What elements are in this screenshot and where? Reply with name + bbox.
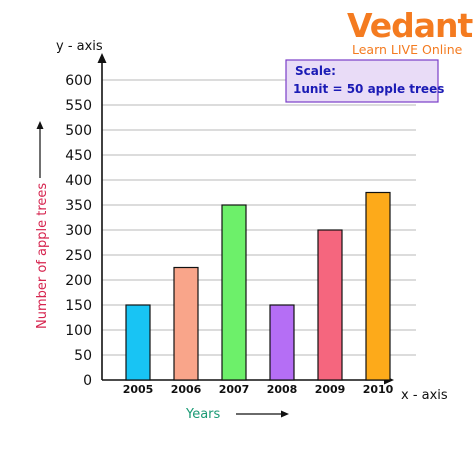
y-tick-label: 350	[65, 198, 92, 214]
bar-2005	[125, 304, 151, 381]
bar-2007	[221, 204, 247, 381]
y-axis-arrow-icon	[97, 53, 107, 63]
x-axis-title: Years	[185, 407, 289, 422]
y-tick-labels: 0 50 100 150 200 250 300 350 400 450 500 550 600	[65, 73, 92, 389]
vedantu-logo: Vedantu Learn LIVE Online	[347, 6, 474, 57]
x-tick-labels: 2005 2006 2007 2008 2009 2010	[123, 383, 394, 396]
y-tick-label: 300	[65, 223, 92, 239]
bars	[125, 191, 391, 381]
y-label-arrow-icon	[36, 121, 44, 129]
y-tick-label: 50	[74, 348, 92, 364]
y-tick-label: 100	[65, 323, 92, 339]
logo-wordmark: Vedantu	[347, 6, 474, 45]
x-tick-label: 2010	[363, 383, 394, 396]
y-axis-name: y - axis	[56, 39, 103, 54]
bar-2009	[317, 229, 343, 381]
bar-2010	[365, 191, 391, 381]
x-tick-label: 2005	[123, 383, 154, 396]
scale-box-bg	[285, 59, 439, 103]
x-axis-label: Years	[185, 407, 221, 422]
gridlines	[102, 79, 416, 356]
scale-box: Scale: 1unit = 50 apple trees	[285, 59, 444, 103]
y-tick-label: 150	[65, 298, 92, 314]
y-tick-label: 400	[65, 173, 92, 189]
y-tick-label: 450	[65, 148, 92, 164]
logo-tagline: Learn LIVE Online	[352, 42, 463, 57]
x-label-arrow-icon	[281, 410, 289, 418]
y-tick-label: 500	[65, 123, 92, 139]
y-tick-label: 200	[65, 273, 92, 289]
x-tick-label: 2009	[315, 383, 346, 396]
x-tick-label: 2007	[219, 383, 250, 396]
bar-2006	[173, 266, 199, 381]
x-tick-label: 2008	[267, 383, 298, 396]
y-tick-label: 550	[65, 98, 92, 114]
y-axis-title: Number of apple trees	[35, 121, 50, 329]
y-tick-label: 250	[65, 248, 92, 264]
scale-title: Scale:	[295, 64, 336, 78]
y-tick-label: 600	[65, 73, 92, 89]
bar-2008	[269, 304, 295, 381]
x-tick-label: 2006	[171, 383, 202, 396]
x-axis-name: x - axis	[401, 388, 448, 403]
y-axis-label: Number of apple trees	[35, 183, 50, 329]
scale-text: 1unit = 50 apple trees	[293, 82, 444, 96]
y-tick-label: 0	[83, 373, 92, 389]
